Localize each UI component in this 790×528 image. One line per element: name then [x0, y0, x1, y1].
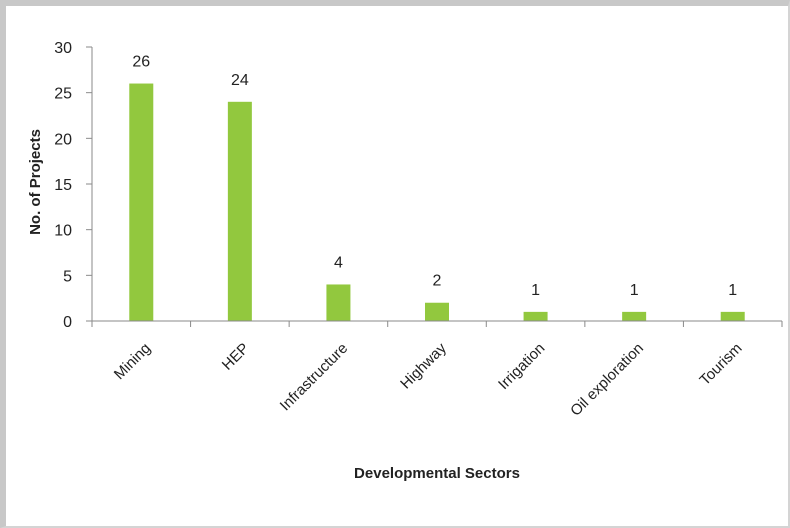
y-axis-title: No. of Projects — [27, 129, 44, 235]
data-label: 1 — [531, 282, 540, 299]
bar-mining — [129, 83, 154, 322]
data-label: 4 — [334, 254, 343, 271]
y-tick-label: 0 — [63, 314, 72, 331]
data-label: 26 — [132, 54, 150, 71]
y-tick-label: 10 — [54, 223, 72, 240]
data-label: 2 — [433, 273, 442, 290]
data-label: 1 — [630, 282, 639, 299]
y-tick-label: 30 — [54, 40, 72, 57]
x-tick-label: Mining — [111, 340, 154, 383]
x-tick-label: Tourism — [696, 340, 745, 389]
y-tick-label: 25 — [54, 86, 72, 103]
x-axis-title: Developmental Sectors — [354, 465, 520, 482]
x-tick-label: HEP — [219, 340, 253, 374]
bar-infrastructure — [326, 284, 351, 321]
y-tick-label: 20 — [54, 131, 72, 148]
y-tick-label: 15 — [54, 177, 72, 194]
x-tick-label: Oil exploration — [567, 340, 647, 420]
bar-oil-exploration — [622, 311, 647, 321]
bar-hep — [227, 101, 252, 321]
data-label: 24 — [231, 72, 249, 89]
x-tick-label: Irrigation — [495, 340, 548, 393]
data-label: 1 — [728, 282, 737, 299]
bar-irrigation — [523, 311, 548, 321]
bar-highway — [425, 302, 449, 321]
bar-tourism — [720, 311, 745, 321]
x-tick-label: Highway — [397, 339, 450, 392]
y-tick-label: 5 — [63, 268, 72, 285]
x-tick-label: Infrastructure — [277, 340, 352, 415]
